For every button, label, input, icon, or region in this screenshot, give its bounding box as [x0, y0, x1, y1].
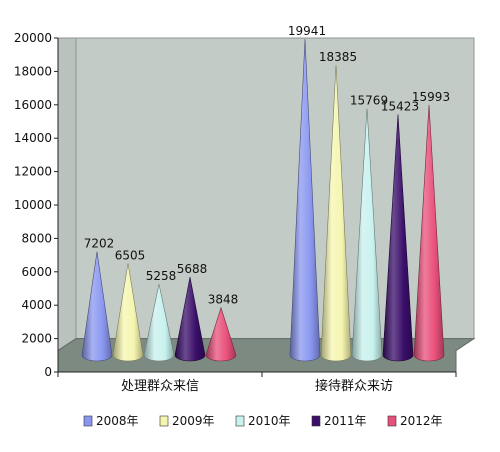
y-tick-label: 14000	[14, 131, 52, 145]
data-label: 3848	[208, 293, 239, 307]
legend-item: 2010年	[235, 414, 291, 428]
back-wall	[75, 37, 475, 340]
cone-group: 19941	[288, 24, 326, 362]
data-label: 5258	[146, 269, 177, 283]
cone-letters-2011年	[174, 276, 206, 362]
y-tick-label: 0	[44, 365, 52, 379]
cone-visits-2008年	[289, 38, 321, 362]
data-label: 15769	[350, 94, 388, 108]
cone-group: 5258	[143, 269, 177, 362]
data-label: 15423	[381, 99, 419, 113]
legend-swatch	[235, 415, 245, 427]
cone-visits-2009年	[320, 64, 352, 362]
cone-group: 5688	[174, 262, 208, 362]
y-tick-label: 2000	[21, 332, 52, 346]
data-label: 18385	[319, 50, 357, 64]
category-label: 处理群众来信	[121, 379, 199, 394]
cone-group: 7202	[81, 237, 115, 362]
cone-letters-2010年	[143, 284, 175, 362]
cone-group: 3848	[205, 293, 239, 362]
y-tick-label: 10000	[14, 198, 52, 212]
data-label: 15993	[412, 90, 450, 104]
legend-item: 2009年	[159, 414, 215, 428]
cone-letters-2008年	[81, 251, 113, 362]
cone-group: 6505	[112, 248, 146, 362]
y-tick-label: 4000	[21, 298, 52, 312]
x-axis: 处理群众来信 接待群众来访	[57, 371, 457, 394]
y-tick-label: 16000	[14, 98, 52, 112]
y-tick-label: 12000	[14, 165, 52, 179]
cone-visits-2010年	[351, 108, 383, 362]
data-label: 7202	[84, 237, 115, 251]
legend: 2008年 2009年 2010年 2011年 2012年	[83, 414, 443, 428]
legend-item: 2011年	[311, 414, 367, 428]
legend-item: 2012年	[387, 414, 443, 428]
side-wall	[57, 37, 77, 352]
y-tick-label: 6000	[21, 265, 52, 279]
data-label: 5688	[177, 262, 208, 276]
y-tick-label: 20000	[14, 31, 52, 45]
legend-label: 2011年	[324, 414, 367, 428]
legend-swatch	[387, 415, 397, 427]
cone-visits-2012年	[413, 104, 445, 362]
data-label: 6505	[115, 248, 146, 262]
category-label: 接待群众来访	[315, 378, 393, 394]
cone-letters-2012年	[205, 306, 237, 362]
cone-letters-2009年	[112, 263, 144, 362]
legend-label: 2008年	[96, 414, 139, 428]
data-label: 19941	[288, 24, 326, 38]
cone-group: 15769	[350, 94, 388, 362]
cone-group: 15423	[381, 99, 419, 362]
legend-label: 2012年	[400, 414, 443, 428]
legend-item: 2008年	[83, 414, 139, 428]
legend-label: 2010年	[248, 414, 291, 428]
legend-label: 2009年	[172, 414, 215, 428]
cone-visits-2011年	[382, 114, 414, 362]
cone-group: 15993	[412, 90, 450, 362]
legend-swatch	[159, 415, 169, 427]
y-tick-label: 8000	[21, 231, 52, 245]
y-tick-label: 18000	[14, 64, 52, 78]
y-axis: 0 2000 4000 6000 8000 10000 12000 14000 16000 180…	[14, 31, 59, 379]
legend-swatch	[311, 415, 321, 427]
cone-group: 18385	[319, 50, 357, 362]
legend-swatch	[83, 415, 93, 427]
